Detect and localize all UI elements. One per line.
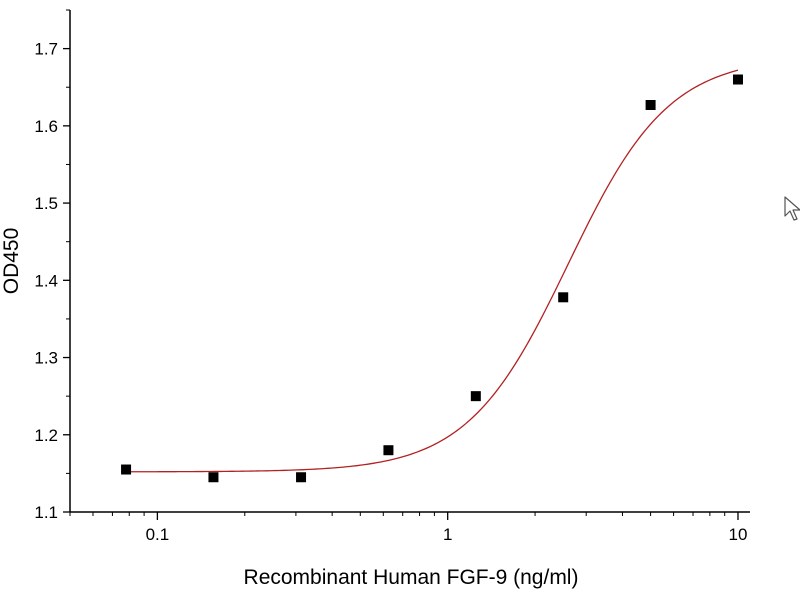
y-tick-label: 1.7 [34, 40, 58, 59]
data-point [121, 464, 132, 475]
data-point [296, 472, 307, 483]
fit-curve-group [126, 69, 739, 473]
axes: 1.1 1.2 1.3 1.4 1.5 1.6 1.7 0.1 1 10 [34, 9, 750, 544]
data-point [558, 292, 569, 303]
y-tick-label: 1.6 [34, 117, 58, 136]
data-point [383, 445, 394, 456]
data-point [208, 472, 219, 483]
y-axis-title: OD450 [0, 228, 23, 295]
fit-curve [126, 69, 739, 473]
y-tick-label: 1.4 [34, 271, 58, 290]
x-axis-title: Recombinant Human FGF-9 (ng/ml) [244, 566, 579, 589]
y-tick-label: 1.1 [34, 503, 58, 522]
mouse-pointer-icon [784, 196, 800, 221]
data-points [121, 74, 743, 483]
x-tick-label: 10 [729, 525, 748, 544]
x-tick-label: 1 [443, 525, 452, 544]
y-tick-label: 1.5 [34, 194, 58, 213]
data-point [470, 391, 481, 402]
y-tick-label: 1.2 [34, 426, 58, 445]
y-tick-label: 1.3 [34, 349, 58, 368]
data-point [645, 99, 656, 110]
x-tick-label: 0.1 [146, 525, 170, 544]
data-point [732, 74, 743, 85]
